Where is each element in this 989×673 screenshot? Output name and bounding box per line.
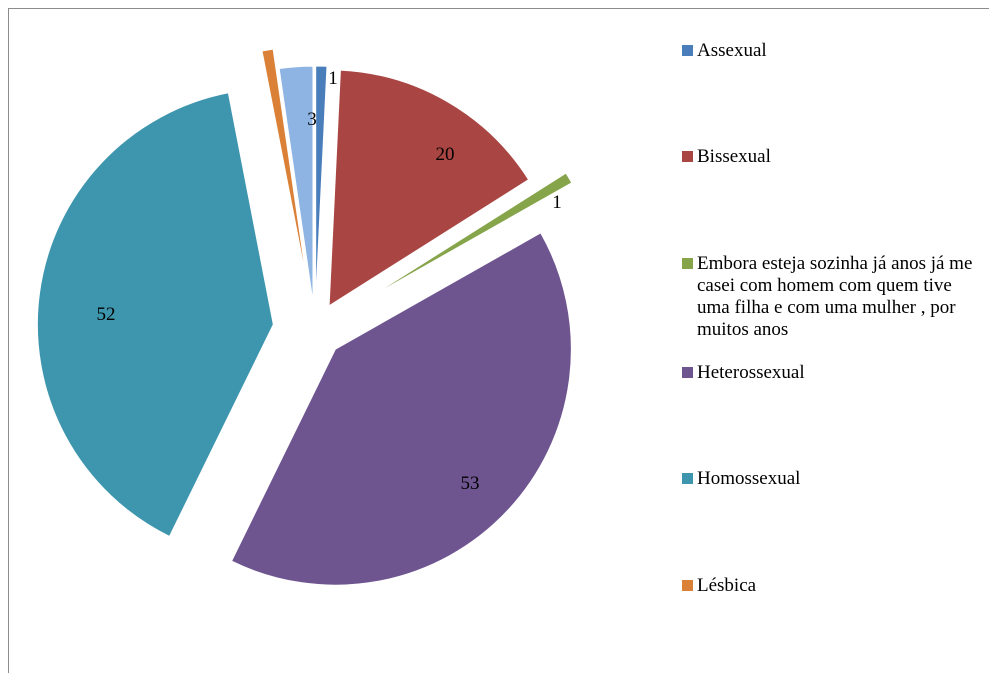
legend-label: Homossexual [697, 468, 801, 489]
data-label-embora: 1 [552, 192, 562, 213]
pie-slice-assexual [315, 65, 328, 303]
chart-frame [8, 8, 989, 673]
legend-swatch [682, 580, 693, 591]
pie-slice-slice6 [278, 65, 314, 303]
pie-slice-bissexual [328, 69, 530, 307]
legend-item-bissexual: Bissexual [682, 146, 982, 168]
pie-slice-heterossexual [230, 232, 572, 586]
legend-label: Heterossexual [697, 362, 805, 383]
data-label-assexual: 1 [328, 68, 338, 89]
data-label-slice6: 3 [307, 109, 317, 130]
legend-swatch [682, 473, 693, 484]
legend-label: Lésbica [697, 575, 757, 596]
legend-item-lesbica: Lésbica [682, 575, 982, 597]
pie-slice-lsbica [261, 48, 308, 283]
pie-slice-homossexual [36, 92, 274, 538]
legend-item-homossexual: Homossexual [682, 468, 982, 490]
legend-swatch [682, 367, 693, 378]
legend-swatch [682, 258, 693, 269]
data-label-homossexual: 52 [97, 304, 116, 325]
legend-item-assexual: Assexual [682, 40, 982, 62]
legend-label: Embora esteja sozinha já anos já me case… [697, 253, 973, 340]
legend-swatch [682, 151, 693, 162]
legend-label: Assexual [697, 40, 767, 61]
legend-swatch [682, 45, 693, 56]
legend-item-heterossexual: Heterossexual [682, 362, 982, 384]
data-label-bissexual: 20 [436, 144, 455, 165]
legend-label: Bissexual [697, 146, 771, 167]
data-label-heterossexual: 53 [461, 473, 480, 494]
legend-item-embora: Embora esteja sozinha já anos já me case… [682, 253, 982, 341]
pie-slice-embora [366, 172, 573, 300]
